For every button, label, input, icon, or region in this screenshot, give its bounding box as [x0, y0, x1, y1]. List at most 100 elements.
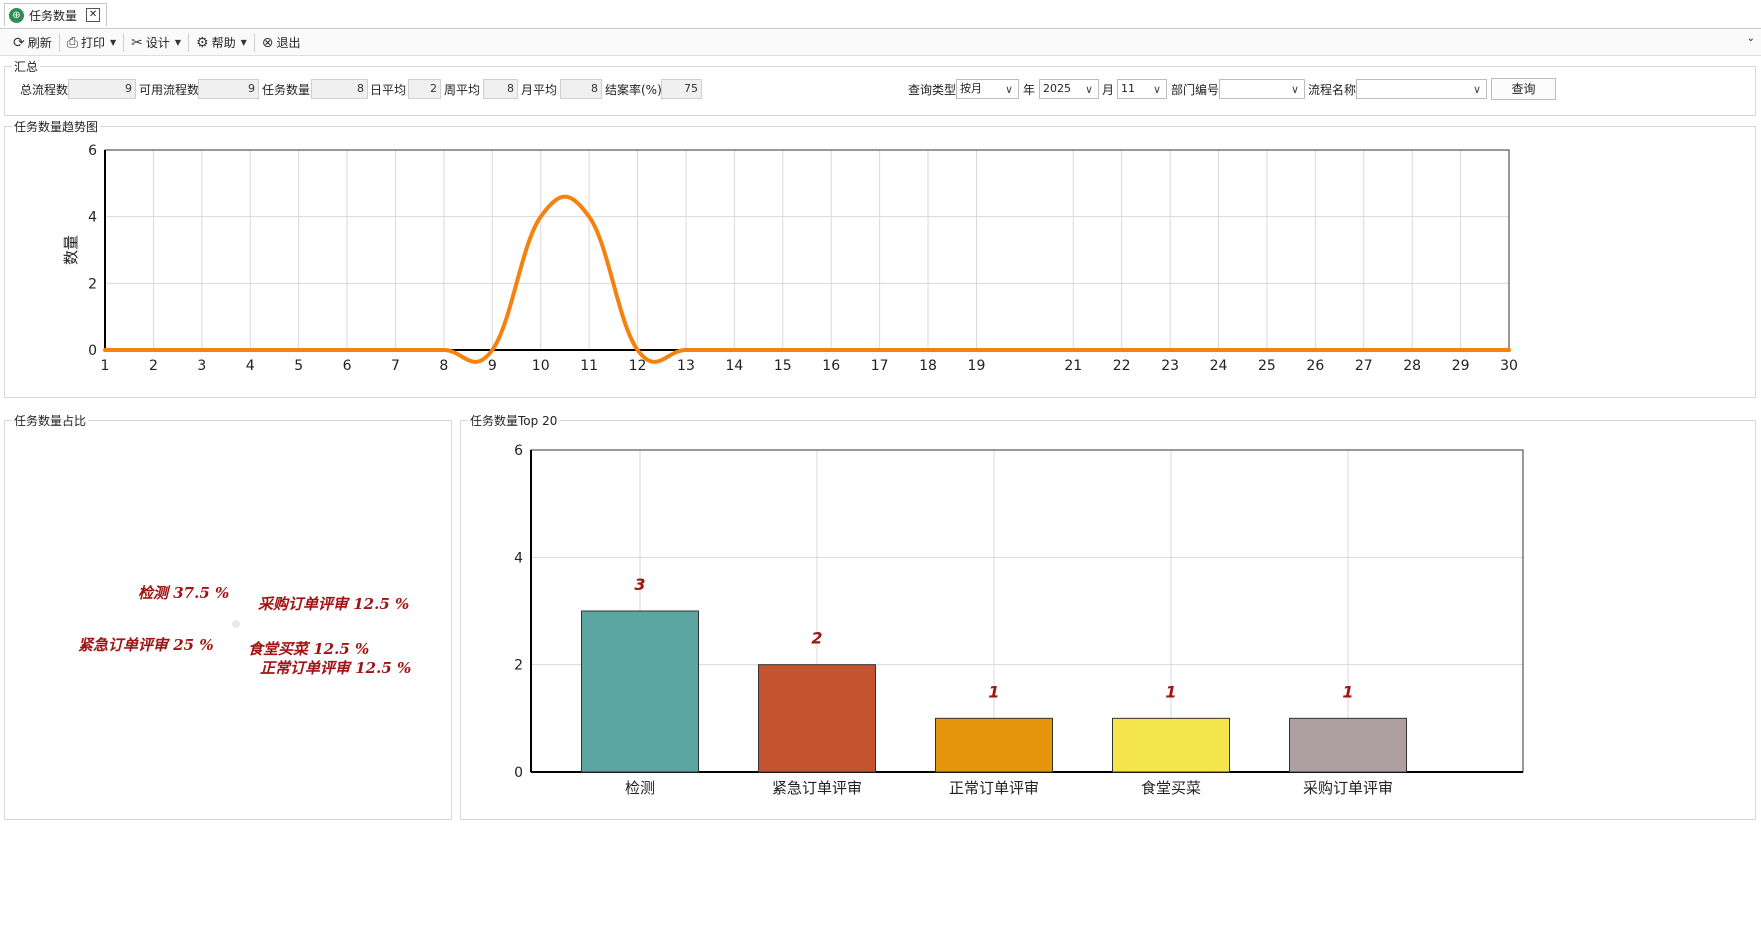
- toolbar-separator: [123, 33, 125, 52]
- x-tick-label: 16: [822, 358, 840, 374]
- month-select[interactable]: 11 ∨: [1117, 79, 1167, 99]
- y-tick-label: 2: [514, 658, 523, 674]
- tab-task-count[interactable]: ⊕ 任务数量 ✕: [4, 3, 108, 26]
- x-tick-label: 3: [197, 358, 206, 374]
- pie-slice-label: 采购订单评审 12.5 %: [258, 595, 409, 613]
- top20-bar-chart: 0 2 4 6 3 检测 2 紧急订单评审 1 正常订单评审 1 食堂买菜 1 采购订单评审: [514, 443, 1524, 797]
- pie-slice-label: 正常订单评审 12.5 %: [260, 659, 411, 677]
- chevron-down-icon: ∨: [1004, 83, 1013, 96]
- x-tick-label: 29: [1452, 358, 1470, 374]
- x-tick-label: 紧急订单评审: [772, 779, 862, 797]
- x-tick-label: 5: [294, 358, 303, 374]
- year-select[interactable]: 2025 ∨: [1039, 79, 1099, 99]
- total-flows-label: 总流程数: [20, 83, 69, 97]
- x-tick-label: 采购订单评审: [1303, 779, 1393, 797]
- bar: [1112, 717, 1230, 773]
- pie-slice-label: 紧急订单评审 25 %: [78, 636, 214, 654]
- design-label: 设计: [145, 36, 170, 50]
- trend-title: 任务数量趋势图: [12, 118, 101, 135]
- query-type-value: 按月: [960, 82, 982, 95]
- tools-icon: ✂: [131, 34, 143, 51]
- year-value: 2025: [1043, 82, 1071, 95]
- y-tick-label: 0: [514, 765, 523, 781]
- dept-select[interactable]: ∨: [1219, 79, 1305, 99]
- printer-icon: ⎙: [66, 34, 78, 51]
- y-tick-label: 6: [88, 143, 97, 159]
- x-tick-label: 正常订单评审: [949, 779, 1039, 797]
- chevron-down-icon: ▼: [109, 38, 117, 47]
- bar: [758, 664, 876, 773]
- x-tick-label: 21: [1064, 358, 1082, 374]
- chevron-down-icon: ∨: [1290, 83, 1299, 96]
- month-label: 月: [1102, 83, 1115, 97]
- pie-slice: [236, 624, 239, 628]
- close-rate-field: 75: [661, 79, 702, 99]
- refresh-label: 刷新: [27, 36, 52, 50]
- dept-label: 部门编号: [1171, 83, 1220, 97]
- refresh-button[interactable]: ⟳ 刷新: [8, 32, 57, 54]
- flow-name-select[interactable]: ∨: [1356, 79, 1487, 99]
- x-tick-label: 28: [1403, 358, 1421, 374]
- toolbar-separator: [58, 33, 60, 52]
- x-tick-label: 7: [391, 358, 400, 374]
- close-icon[interactable]: ✕: [86, 8, 101, 22]
- toolbar-overflow-icon[interactable]: ⌄: [1746, 33, 1755, 44]
- help-button[interactable]: ⚙ 帮助 ▼: [191, 32, 252, 54]
- trend-group: [4, 126, 1756, 398]
- pie-slice: [232, 624, 236, 628]
- bar-value-label: 3: [634, 575, 645, 594]
- task-count-field: 8: [311, 79, 368, 99]
- bar-value-label: 1: [1165, 682, 1176, 701]
- year-label: 年: [1023, 83, 1036, 97]
- y-axis-label: 数量: [62, 235, 80, 265]
- exit-label: 退出: [276, 36, 301, 50]
- bar-value-label: 2: [811, 629, 822, 648]
- x-tick-label: 23: [1161, 358, 1179, 374]
- x-tick-label: 1: [101, 358, 110, 374]
- query-button[interactable]: 查询: [1491, 78, 1556, 100]
- bar-title: 任务数量Top 20: [468, 412, 560, 429]
- design-button[interactable]: ✂ 设计 ▼: [126, 32, 186, 54]
- weekly-avg-label: 周平均: [444, 83, 481, 97]
- bar-group: [460, 420, 1756, 820]
- monthly-avg-label: 月平均: [521, 83, 558, 97]
- x-tick-label: 12: [629, 358, 647, 374]
- close-rate-label: 结案率(%): [605, 83, 662, 97]
- daily-avg-label: 日平均: [370, 83, 407, 97]
- summary-title: 汇总: [12, 58, 41, 75]
- x-tick-label: 22: [1113, 358, 1131, 374]
- summary-group: [4, 66, 1756, 116]
- x-tick-label: 4: [246, 358, 255, 374]
- x-tick-label: 24: [1210, 358, 1228, 374]
- help-label: 帮助: [211, 36, 236, 50]
- x-tick-label: 10: [532, 358, 550, 374]
- x-tick-label: 14: [725, 358, 743, 374]
- tab-strip: ⊕ 任务数量 ✕: [0, 0, 1761, 29]
- chevron-down-icon: ▼: [240, 38, 247, 47]
- y-tick-label: 4: [88, 210, 97, 226]
- exit-icon: ⊗: [261, 34, 274, 51]
- globe-icon: ⊕: [9, 7, 24, 23]
- pie-group: [4, 420, 452, 820]
- flow-name-label: 流程名称: [1308, 83, 1357, 97]
- x-tick-label: 11: [580, 358, 598, 374]
- pie-slice-label: 食堂买菜 12.5 %: [248, 640, 369, 658]
- print-button[interactable]: ⎙ 打印 ▼: [62, 32, 121, 54]
- x-tick-label: 2: [149, 358, 158, 374]
- query-type-select[interactable]: 按月 ∨: [956, 79, 1019, 99]
- pie-slice: [236, 620, 240, 627]
- task-count-label: 任务数量: [262, 83, 311, 97]
- exit-button[interactable]: ⊗ 退出: [257, 32, 306, 54]
- pie-slice: [233, 620, 236, 624]
- pie-chart: 检测 37.5 % 采购订单评审 12.5 % 紧急订单评审 25 % 食堂买菜 12…: [78, 584, 411, 677]
- pie-title: 任务数量占比: [12, 412, 89, 429]
- refresh-icon: ⟳: [13, 34, 25, 51]
- x-tick-label: 6: [343, 358, 352, 374]
- toolbar-separator: [253, 33, 255, 52]
- x-tick-label: 9: [488, 358, 497, 374]
- daily-avg-field: 2: [408, 79, 441, 99]
- chevron-down-icon: ∨: [1472, 83, 1481, 96]
- x-tick-label: 13: [677, 358, 695, 374]
- help-icon: ⚙: [196, 34, 209, 51]
- chevron-down-icon: ∨: [1152, 83, 1161, 96]
